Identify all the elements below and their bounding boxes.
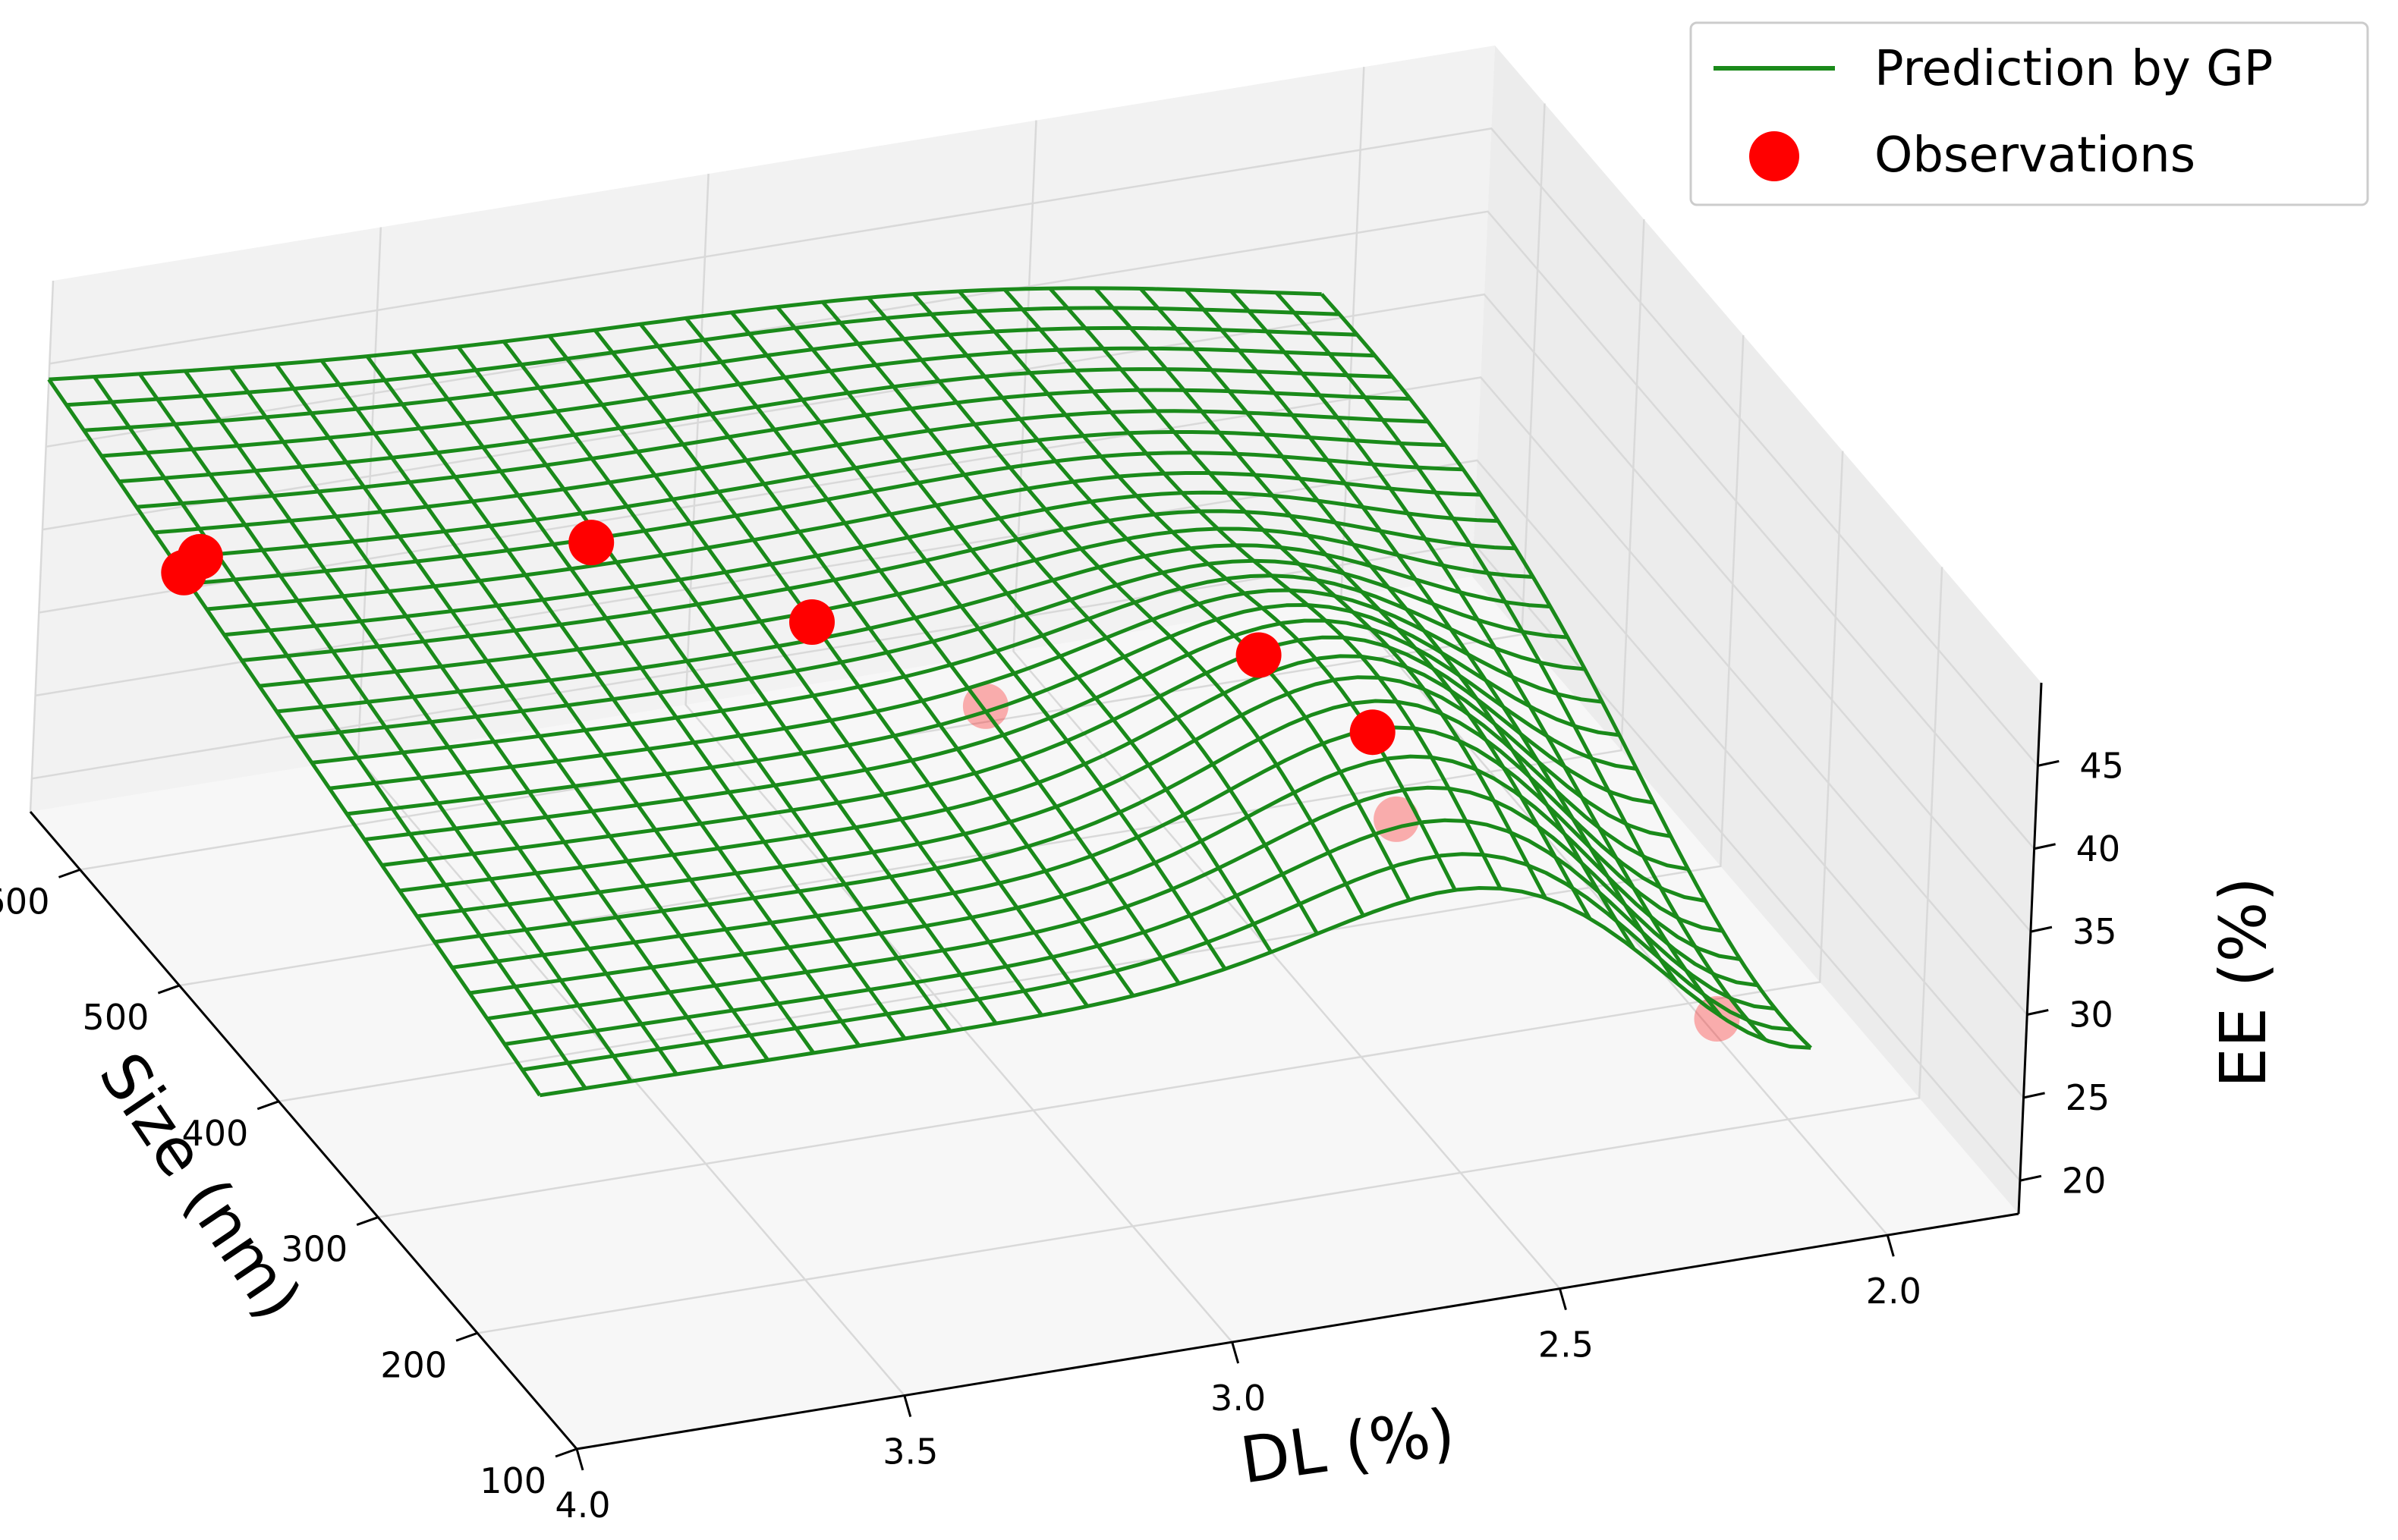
- surface-line-size: [311, 574, 1585, 765]
- surface-line-size: [83, 325, 1358, 432]
- z-tick: [2037, 759, 2060, 767]
- surface-line-size: [294, 558, 1569, 740]
- z-tick: [2019, 1174, 2042, 1182]
- y-tick-label: 400: [181, 1113, 248, 1154]
- gridline-z: [49, 127, 2039, 767]
- gridline-x: [684, 174, 1233, 1343]
- z-axis-line: [2017, 682, 2043, 1215]
- z-tick-label: 20: [2062, 1160, 2107, 1201]
- side-wall-pane: [1472, 46, 2041, 1214]
- y-tick-label: 500: [83, 997, 149, 1038]
- x-tick-label: 4.0: [555, 1485, 610, 1526]
- surface-line-size: [381, 635, 1654, 867]
- observation-point: [568, 520, 615, 566]
- surface-line-size: [521, 852, 1793, 1072]
- observation-point: [1349, 709, 1396, 756]
- surface-line-size: [118, 367, 1393, 484]
- surface-line-size: [452, 725, 1723, 970]
- surface-line-size: [539, 886, 1811, 1098]
- legend-label-observations: Observations: [1874, 127, 2195, 184]
- x-tick: [903, 1395, 912, 1417]
- x-tick-label: 3.0: [1210, 1378, 1266, 1419]
- legend-circle-swatch: [1749, 131, 1799, 181]
- surface-line-size: [417, 675, 1688, 919]
- observation-point: [177, 533, 223, 580]
- x-tick: [1231, 1341, 1240, 1364]
- z-tick-label: 45: [2079, 745, 2124, 786]
- gridline-z: [35, 459, 2025, 1098]
- z-tick-label: 30: [2069, 995, 2113, 1036]
- x-axis-line: [576, 1212, 2019, 1450]
- y-tick-label: 200: [380, 1344, 447, 1385]
- surface-line-size: [241, 509, 1516, 662]
- z-tick: [2026, 1009, 2049, 1016]
- z-tick-label: 35: [2072, 911, 2117, 952]
- z-tick-label: 25: [2066, 1077, 2110, 1118]
- surface-line-size: [399, 654, 1672, 893]
- y-tick-label: 300: [281, 1229, 348, 1270]
- y-tick: [455, 1331, 478, 1342]
- surface-line-size: [434, 699, 1706, 944]
- y-tick: [555, 1447, 577, 1458]
- surface-line-size: [136, 388, 1411, 509]
- gridline-y: [477, 567, 1943, 1334]
- gridline-z: [46, 210, 2035, 850]
- surface-line-size: [171, 430, 1446, 561]
- x-tick: [1559, 1288, 1567, 1311]
- x-tick-label: 2.0: [1866, 1271, 1921, 1312]
- gridline-y: [377, 451, 1844, 1218]
- legend-label-prediction: Prediction by GP: [1874, 41, 2273, 97]
- surface-line-size: [49, 286, 1322, 382]
- surface-line-size: [363, 618, 1637, 842]
- surface-line-size: [329, 588, 1603, 790]
- surface-line-size: [153, 409, 1428, 535]
- y-tick: [58, 868, 80, 878]
- surface-line-size: [259, 526, 1534, 688]
- surface-line-size: [276, 543, 1551, 714]
- back-wall-pane: [30, 46, 1495, 812]
- gridline-y: [80, 103, 1546, 871]
- x-tick: [575, 1448, 584, 1471]
- surface-line-size: [66, 306, 1340, 407]
- y-tick-label: 600: [0, 881, 49, 922]
- y-tick: [157, 984, 180, 995]
- y-tick: [356, 1216, 379, 1226]
- z-tick: [2034, 843, 2056, 850]
- observation-point: [1235, 632, 1282, 678]
- y-tick: [256, 1100, 279, 1111]
- z-tick: [2030, 926, 2053, 933]
- surface-line-size: [224, 490, 1499, 637]
- surface-line-size: [346, 603, 1620, 816]
- x-axis-label: DL (%): [1236, 1394, 1459, 1498]
- gridline-z: [39, 376, 2028, 1016]
- surface-line-size: [206, 471, 1481, 611]
- visible-observations: [161, 520, 1396, 756]
- y-axis-line: [29, 811, 578, 1450]
- z-axis-label: EE (%): [2206, 877, 2280, 1088]
- legend: Prediction by GP Observations: [1689, 21, 2369, 206]
- surface-line-size: [469, 754, 1741, 995]
- gp-prediction-surface: [47, 286, 1812, 1098]
- y-tick-label: 100: [480, 1460, 546, 1501]
- x-tick-label: 2.5: [1538, 1325, 1594, 1366]
- surface-line-size: [504, 818, 1776, 1046]
- legend-box: [1689, 21, 2369, 206]
- surface-line-size: [101, 346, 1375, 458]
- gridline-z: [42, 293, 2031, 932]
- z-tick: [2023, 1092, 2045, 1099]
- observation-point: [789, 599, 835, 645]
- surface-line-size: [188, 451, 1464, 586]
- z-tick-label: 40: [2076, 828, 2121, 869]
- x-tick: [1886, 1234, 1895, 1257]
- surface-line-size: [486, 785, 1758, 1021]
- x-tick-label: 3.5: [883, 1432, 938, 1472]
- gridline-x: [1012, 120, 1561, 1290]
- gridline-y: [279, 335, 1745, 1103]
